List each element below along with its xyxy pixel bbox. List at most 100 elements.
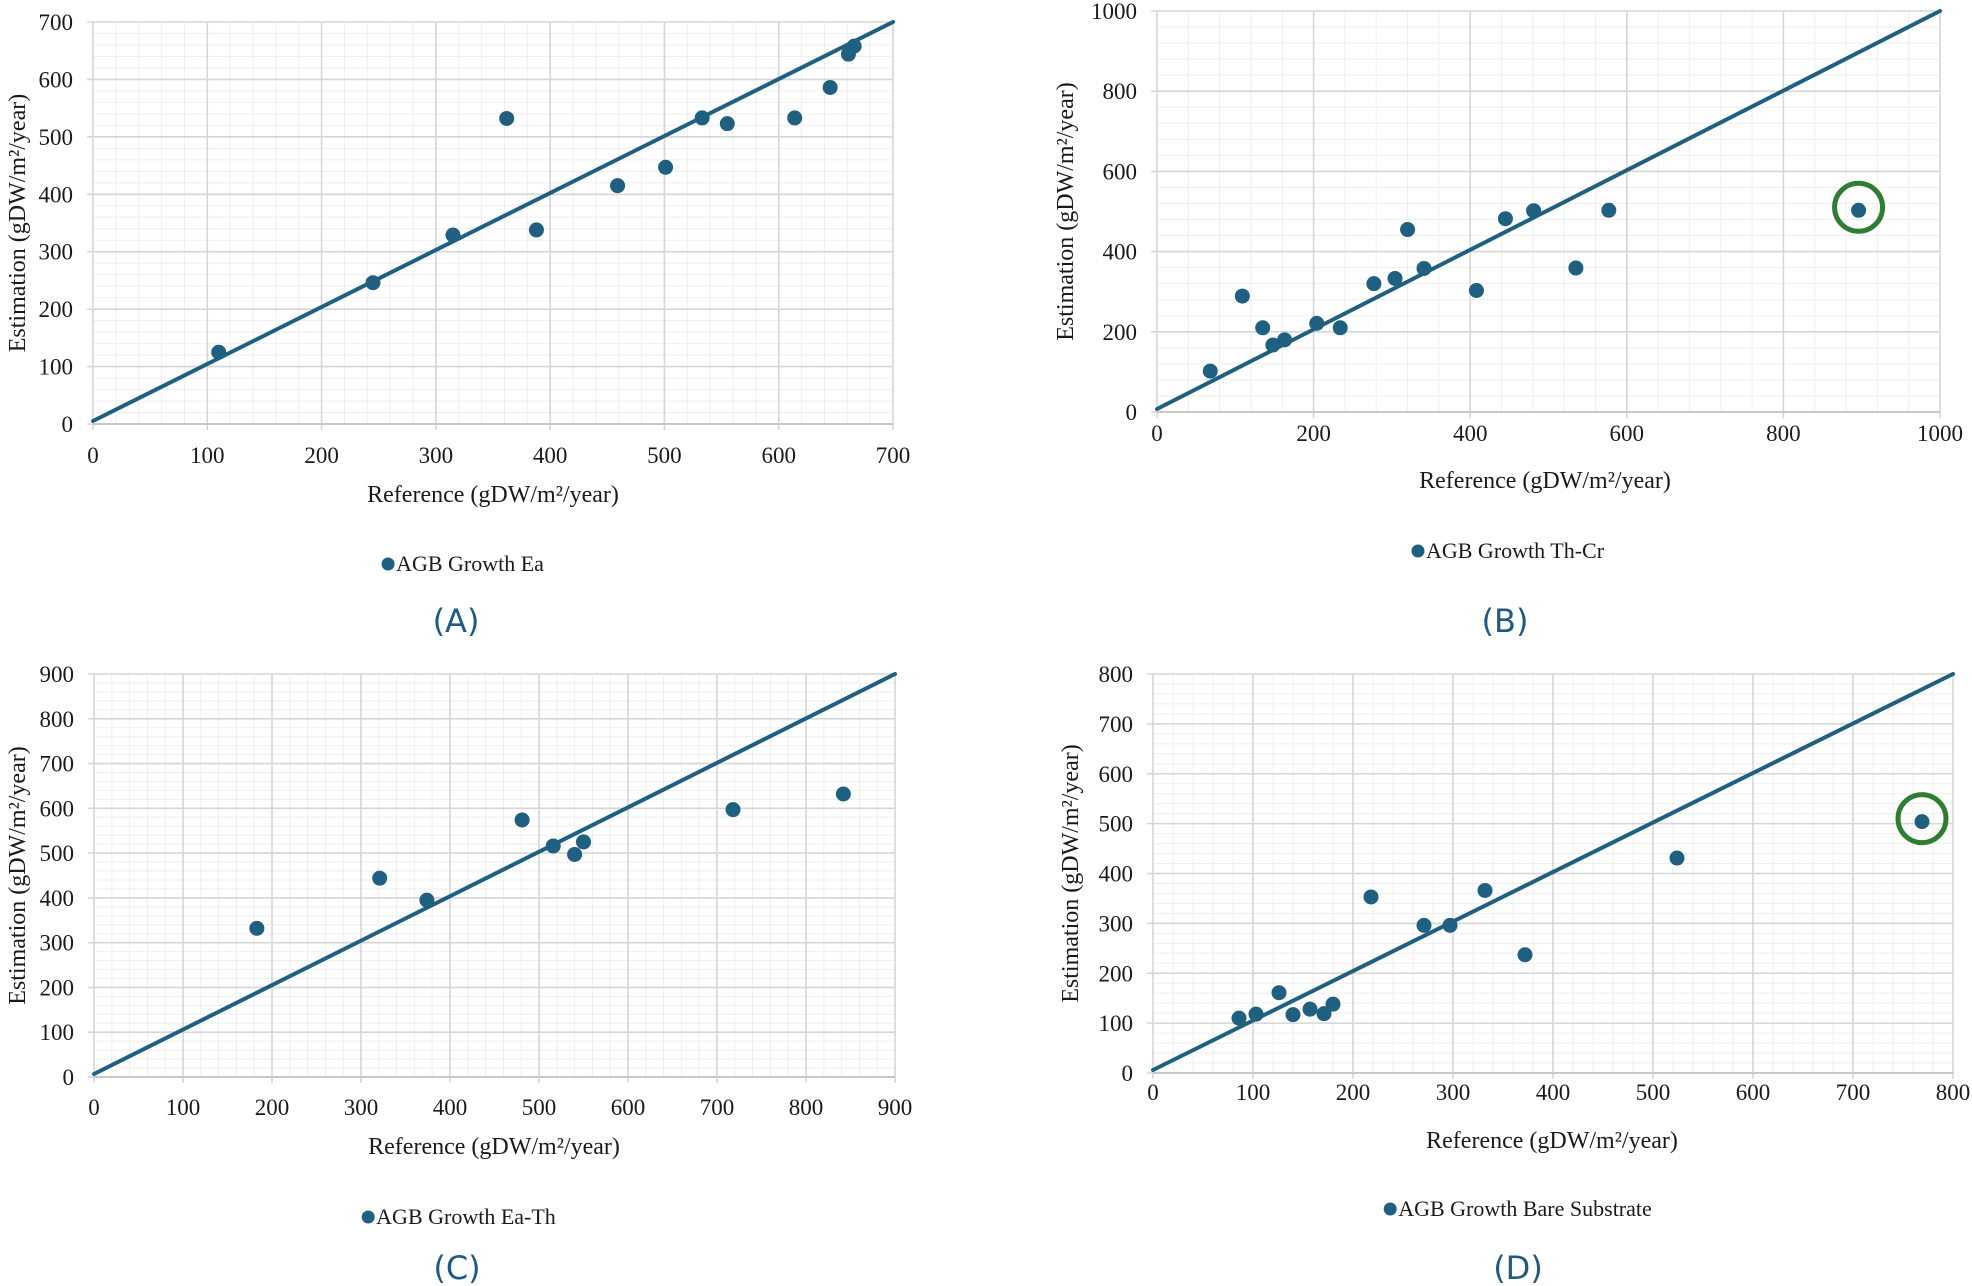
y-tick-label: 0 [1122,1061,1134,1086]
legend: AGB Growth Ea [381,551,544,576]
y-tick-label: 500 [39,125,74,150]
data-point [576,834,591,850]
x-axis-title: Reference (gDW/m²/year) [1426,1128,1678,1154]
data-point [211,344,227,360]
x-tick-label: 700 [700,1095,735,1120]
data-point [1302,1001,1318,1017]
x-tick-label: 100 [190,443,225,468]
reference-line-1to1 [92,672,897,1076]
x-tick-label: 800 [1766,421,1801,446]
x-tick-label: 500 [522,1095,557,1120]
chart-d: 0 100 200 300 400 500 600 700 800 0 100 200 300 400 50… [1058,662,1970,1286]
data-point [1325,996,1341,1012]
data-point [1477,882,1493,898]
data-point [787,110,803,126]
x-tick-label: 600 [611,1095,646,1120]
legend-marker [1383,1202,1397,1216]
data-point [1914,814,1930,830]
series-points [1202,180,1886,379]
x-tick-label: 200 [1296,421,1331,446]
y-axis-title: Estimation (gDW/m²/year) [5,94,31,352]
data-point [1231,1010,1247,1026]
y-tick-label: 300 [40,931,75,956]
legend-marker [361,1210,375,1224]
panel-label: (B) [1482,602,1529,640]
x-tick-label: 600 [1736,1080,1771,1105]
x-axis-title: Reference (gDW/m²/year) [367,482,619,508]
data-point [499,110,515,126]
x-tick-label: 400 [1453,421,1488,446]
x-tick-label: 0 [87,443,99,468]
y-axis-title: Estimation (gDW/m²/year) [1058,744,1084,1002]
x-tick-label: 100 [166,1095,201,1120]
y-tick-label: 100 [1099,1011,1134,1036]
data-point [1442,917,1458,933]
data-point [1416,917,1432,933]
y-tick-label: 1000 [1091,0,1137,24]
y-tick-label: 200 [1099,961,1134,986]
data-point [1316,1006,1332,1022]
data-point [1277,332,1293,348]
x-tick-label: 0 [1151,421,1163,446]
data-point [1363,889,1379,905]
panel-label: (C) [433,1249,480,1286]
data-point [1387,270,1403,286]
x-tick-label: 200 [304,443,339,468]
x-tick-label: 300 [419,443,454,468]
x-tick-label: 500 [647,443,682,468]
x-tick-label: 400 [533,443,568,468]
legend: AGB Growth Ea-Th [361,1204,556,1229]
panel-label: (D) [1493,1249,1543,1286]
y-tick-label: 400 [1103,240,1138,265]
x-tick-label: 600 [1610,421,1645,446]
x-tick-label: 700 [1836,1080,1871,1105]
x-tick-label: 100 [1236,1080,1271,1105]
data-point [419,892,435,908]
y-tick-label: 600 [1103,159,1138,184]
outlier-highlight-circle [1895,792,1949,846]
y-tick-label: 600 [39,67,74,92]
x-tick-label: 400 [433,1095,468,1120]
series-points [211,38,862,360]
x-tick-label: 200 [255,1095,290,1120]
data-point [835,786,851,802]
x-tick-label: 800 [1936,1080,1971,1105]
reference-line-1to1 [91,20,895,423]
data-point [719,116,735,132]
x-tick-label: 1000 [1917,421,1963,446]
data-point [1265,337,1281,353]
y-tick-label: 200 [39,297,74,322]
grid [88,673,896,1083]
data-point [1526,203,1542,219]
y-tick-label: 400 [40,886,75,911]
data-point [1309,315,1325,331]
data-point [514,812,530,828]
data-point [822,79,838,95]
legend-marker [381,557,395,571]
data-point [658,159,674,175]
y-tick-label: 0 [63,1065,75,1090]
x-tick-label: 200 [1336,1080,1371,1105]
y-axis-title: Estimation (gDW/m²/year) [1053,82,1079,340]
data-point [372,870,388,886]
y-tick-label: 700 [39,10,74,35]
y-tick-label: 0 [62,412,74,437]
y-tick-label: 100 [39,355,74,380]
x-tick-label: 0 [1147,1080,1159,1105]
y-tick-label: 900 [40,662,75,687]
series-points [249,786,851,936]
outlier-highlight-circle [1832,180,1886,234]
x-tick-label: 300 [1436,1080,1471,1105]
data-point [694,110,710,126]
chart-a: 0 100 200 300 400 500 600 700 0 100 200 300 400 500 60… [5,10,910,640]
y-tick-label: 600 [1099,762,1134,787]
x-tick-label: 300 [344,1095,379,1120]
y-tick-label: 500 [40,841,75,866]
y-tick-label: 800 [1103,79,1138,104]
x-tick-label: 500 [1636,1080,1671,1105]
data-point [528,222,544,238]
legend-marker [1411,544,1425,558]
y-tick-label: 300 [1099,911,1134,936]
x-axis-title: Reference (gDW/m²/year) [368,1134,620,1160]
data-point [1202,363,1218,379]
